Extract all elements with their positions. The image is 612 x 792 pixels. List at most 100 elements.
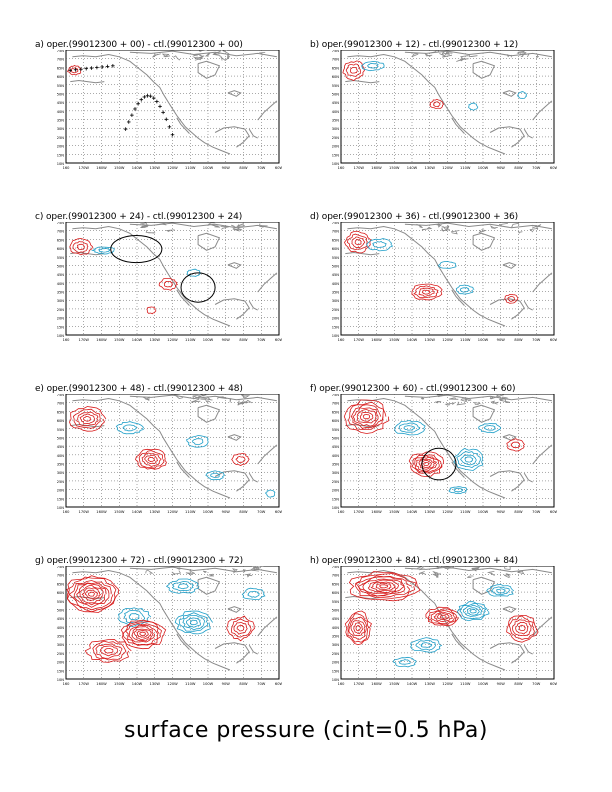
lon-tick-label: 140W (132, 682, 143, 686)
panel-c: c) oper.(99012300 + 24) - ctl.(99012300 … (35, 212, 290, 347)
graticule (66, 50, 279, 163)
lat-tick-label: 70N (57, 58, 65, 62)
lat-tick-label: 15N (332, 325, 340, 329)
lat-tick-label: 40N (57, 626, 65, 630)
lat-tick-label: 15N (57, 497, 65, 501)
lon-tick-label: 130W (425, 682, 436, 686)
lat-tick-label: 65N (332, 410, 340, 414)
coastline (70, 50, 278, 155)
lon-tick-label: 140W (132, 510, 143, 514)
highlight-circle (180, 272, 216, 303)
lon-tick-label: 110W (185, 166, 196, 170)
lon-tick-label: 60W (275, 338, 282, 342)
lon-tick-label: 170W (354, 510, 365, 514)
lat-tick-label: 35N (332, 635, 340, 639)
lon-tick-label: 160W (371, 682, 382, 686)
lon-tick-label: 70W (532, 682, 541, 686)
coastline (345, 394, 553, 499)
lat-tick-label: 20N (332, 145, 340, 149)
graticule (66, 222, 279, 335)
panel-d: d) oper.(99012300 + 36) - ctl.(99012300 … (310, 212, 565, 347)
lat-tick-label: 75N (57, 566, 65, 569)
lat-tick-label: 50N (57, 608, 65, 612)
lat-tick-label: 50N (332, 264, 340, 268)
map-panel-d: 75N 70N 65N 60N 55N 50N 45N 40N 35N 30N 25N 20N 15N 1… (332, 222, 557, 342)
lat-tick-label: 70N (332, 58, 340, 62)
lat-tick-label: 35N (57, 635, 65, 639)
lon-tick-label: 140W (407, 510, 418, 514)
lat-tick-label: 75N (332, 566, 340, 569)
lat-tick-label: 15N (57, 153, 65, 157)
lat-tick-label: 30N (57, 471, 65, 475)
lon-tick-label: 130W (150, 682, 161, 686)
coastline (70, 394, 278, 499)
lon-tick-label: 70W (532, 510, 541, 514)
lat-tick-label: 30N (332, 471, 340, 475)
lon-tick-label: 160W (96, 166, 107, 170)
lat-tick-label: 25N (332, 480, 340, 484)
lat-tick-label: 70N (332, 230, 340, 234)
lat-tick-label: 50N (332, 608, 340, 612)
lat-tick-label: 70N (57, 574, 65, 578)
lon-tick-label: 160 (63, 166, 71, 170)
lon-tick-label: 100W (478, 338, 489, 342)
lon-tick-label: 140W (132, 338, 143, 342)
lon-tick-label: 160W (96, 682, 107, 686)
lat-tick-label: 30N (57, 643, 65, 647)
lat-tick-label: 45N (332, 101, 340, 105)
lat-tick-label: 75N (57, 222, 65, 225)
lat-tick-label: 65N (57, 410, 65, 414)
lon-tick-label: 90W (497, 510, 506, 514)
lon-tick-label: 60W (275, 166, 282, 170)
lat-tick-label: 20N (57, 661, 65, 665)
lat-tick-label: 25N (332, 308, 340, 312)
lat-tick-label: 10N (332, 162, 340, 166)
map-panel-e: 75N 70N 65N 60N 55N 50N 45N 40N 35N 30N 25N 20N 15N 1… (57, 394, 282, 514)
contours (69, 238, 202, 315)
lat-tick-label: 25N (57, 480, 65, 484)
lat-tick-label: 25N (332, 652, 340, 656)
lon-tick-label: 160 (63, 682, 71, 686)
lon-tick-label: 80W (239, 338, 248, 342)
lon-tick-label: 100W (478, 166, 489, 170)
contours (342, 60, 528, 111)
lon-tick-label: 170W (354, 166, 365, 170)
lon-tick-label: 140W (132, 166, 143, 170)
lat-tick-label: 45N (57, 273, 65, 277)
lat-tick-label: 40N (332, 282, 340, 286)
contours (344, 571, 539, 668)
lon-tick-label: 90W (497, 682, 506, 686)
lat-tick-label: 60N (332, 75, 340, 79)
lat-tick-label: 10N (332, 506, 340, 510)
lat-tick-label: 35N (57, 119, 65, 123)
coastline (345, 50, 553, 155)
lon-tick-label: 120W (167, 510, 178, 514)
lon-tick-label: 120W (167, 682, 178, 686)
lon-tick-label: 80W (514, 338, 523, 342)
lat-tick-label: 15N (332, 497, 340, 501)
lat-tick-label: 45N (57, 617, 65, 621)
lon-tick-label: 140W (407, 682, 418, 686)
lat-tick-label: 30N (332, 299, 340, 303)
lat-tick-label: 20N (332, 317, 340, 321)
lat-tick-label: 65N (57, 238, 65, 242)
graticule (341, 50, 554, 163)
lat-tick-label: 30N (332, 127, 340, 131)
lat-tick-label: 15N (332, 669, 340, 673)
lon-tick-label: 160W (371, 510, 382, 514)
lat-tick-label: 55N (57, 84, 65, 88)
panel-title: g) oper.(99012300 + 72) - ctl.(99012300 … (35, 556, 243, 566)
panel-e: e) oper.(99012300 + 48) - ctl.(99012300 … (35, 384, 290, 519)
lon-tick-label: 160 (338, 510, 346, 514)
coastline (345, 222, 553, 327)
lat-tick-label: 10N (57, 678, 65, 682)
highlight-circle (110, 235, 163, 264)
lat-tick-label: 10N (57, 162, 65, 166)
lon-tick-label: 80W (239, 166, 248, 170)
lon-tick-label: 60W (275, 682, 282, 686)
lon-tick-label: 100W (203, 682, 214, 686)
lon-tick-label: 120W (442, 166, 453, 170)
lon-tick-label: 160W (96, 338, 107, 342)
lat-tick-label: 35N (332, 291, 340, 295)
lat-tick-label: 65N (57, 66, 65, 70)
